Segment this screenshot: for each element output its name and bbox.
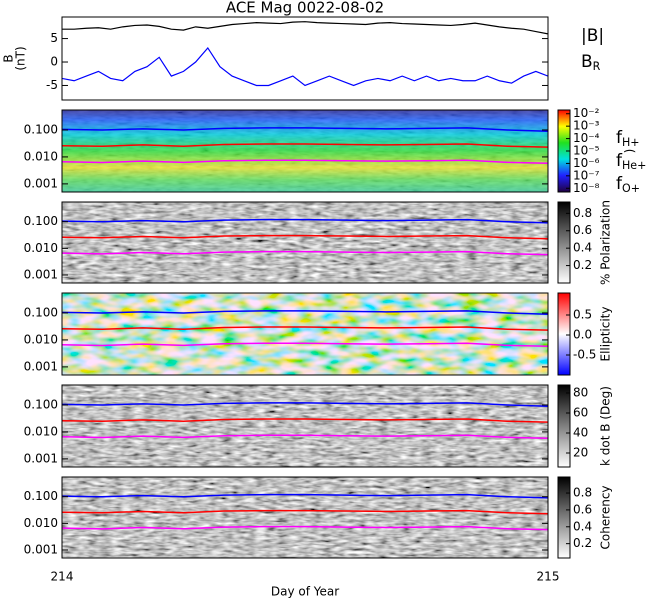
panel-frame [61,292,549,376]
colorbar-tick-label: 0.4 [573,241,592,255]
frequency-line [62,127,548,132]
y-tick-label: 5 [50,31,58,45]
frequency-line [62,418,548,423]
frequency-line [62,509,548,515]
y-axis-label: (nT) [14,46,28,70]
frequency-line [62,493,548,499]
y-tick-label: 0.100 [24,397,58,411]
colorbar-label: Coherency [599,485,613,549]
colorbar-tick-label: 0.6 [573,223,592,237]
colorbar-label: k dot B (Deg) [599,386,613,466]
frequency-line [62,525,548,531]
y-axis-label: B [2,54,16,62]
frequency-line [62,402,548,407]
colorbar-tick-label: 10⁻³ [573,119,600,133]
colorbar-tick-label: 10⁻⁶ [573,156,600,170]
legend-entry: fO+ [616,174,640,195]
y-tick-label: -5 [46,78,58,92]
y-tick-label: 0.001 [24,542,58,556]
colorbar-tick-label: 20 [573,446,588,460]
legend-entry: |B| [581,26,604,46]
legend-entry: BR [581,52,601,73]
legend-entry: fH+ [616,128,640,149]
y-tick-label: 0.001 [24,451,58,465]
y-tick-label: 0.010 [24,516,58,530]
colorbar-tick-label: 0.0 [573,328,592,342]
spectrogram-image [62,385,548,467]
panel-frame [61,16,549,101]
frequency-line [62,159,548,165]
colorbar-tick-label: -0.5 [573,348,596,362]
colorbar [557,476,571,559]
y-tick-label: 0.010 [24,424,58,438]
colorbar-tick-label: 0.2 [573,258,592,272]
y-tick-label: 0.100 [24,214,58,228]
frequency-line [62,218,548,224]
colorbar-tick-label: 10⁻² [573,106,600,120]
colorbar-tick-label: 60 [573,406,588,420]
y-tick-label: 0.001 [24,176,58,190]
frequency-line [62,434,548,440]
colorbar-tick-label: 40 [573,426,588,440]
colorbar-tick-label: 0.8 [573,486,592,500]
panel-frame [61,201,549,284]
frequency-line [62,310,548,315]
x-tick-label: 215 [537,570,560,584]
y-tick-label: 0.100 [24,305,58,319]
spectrogram-image [62,293,548,375]
frequency-line [62,234,548,240]
panel-frame [61,384,549,468]
y-tick-label: 0.010 [24,149,58,163]
y-tick-label: 0.100 [24,122,58,136]
y-tick-label: 0.100 [24,489,58,503]
x-axis-label: Day of Year [271,585,339,599]
colorbar-tick-label: 80 [573,386,588,400]
frequency-line [62,342,548,348]
colorbar-tick-label: 0.6 [573,502,592,516]
frequency-line [62,326,548,331]
y-tick-label: 0.010 [24,241,58,255]
colorbar [557,292,571,376]
frequency-line [62,250,548,256]
colorbar [557,201,571,284]
data-line [62,21,548,35]
x-tick-label: 214 [51,570,74,584]
legend-entry: fHe+ [616,151,646,172]
colorbar-tick-label: 10⁻⁸ [573,181,600,195]
colorbar-tick-label: 0.5 [573,308,592,322]
colorbar-label: Ellipticity [599,307,613,362]
y-tick-label: 0 [50,55,58,69]
colorbar-tick-label: 0.2 [573,536,592,550]
frequency-line [62,143,548,148]
colorbar-label: % Polarization [599,200,613,285]
chart-title: ACE Mag 0022-08-02 [226,0,384,17]
spectrogram-image [62,477,548,558]
colorbar-tick-label: 0.8 [573,206,592,220]
colorbar-tick-label: 10⁻⁷ [573,168,600,182]
colorbar [557,384,571,468]
data-line [62,46,548,87]
y-tick-label: 0.010 [24,332,58,346]
colorbar-tick-label: 10⁻⁵ [573,144,600,158]
spectrogram-image [62,202,548,283]
y-tick-label: 0.001 [24,359,58,373]
colorbar-label: ) [623,149,637,154]
colorbar-tick-label: 0.4 [573,519,592,533]
panel-frame [61,476,549,559]
spectrogram-texture [62,110,548,192]
panel-frame [61,109,549,193]
colorbar-tick-label: 10⁻⁴ [573,131,600,145]
y-tick-label: 0.001 [24,267,58,281]
